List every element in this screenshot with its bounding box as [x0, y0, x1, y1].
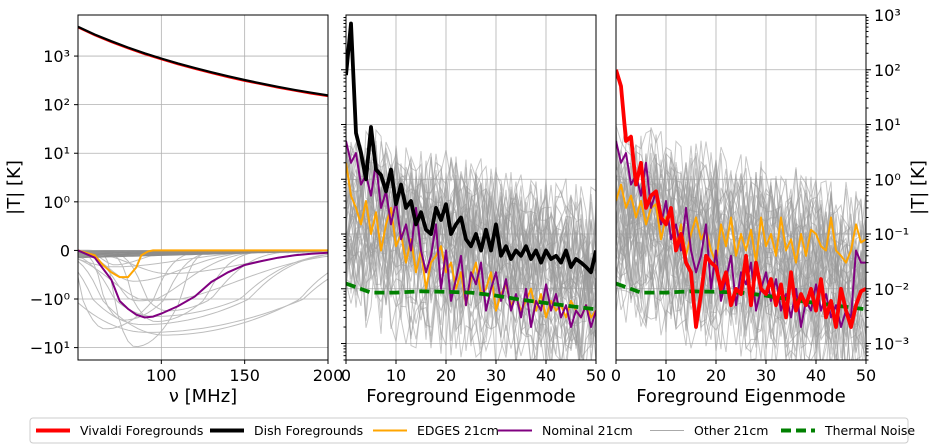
x-tick-label: 20	[436, 366, 456, 385]
legend-entry-label: Vivaldi Foregrounds	[80, 423, 203, 438]
panel-right: 0 10 20 30 40 50 Foreground Eigenmode 10³ 10² 10¹…	[611, 6, 929, 407]
y-tick-label: 10¹	[874, 116, 901, 135]
series-line-nominal-21cm	[346, 140, 596, 328]
y-tick-label: 10⁻¹	[874, 225, 909, 244]
x-axis-label: Foreground Eigenmode	[636, 386, 846, 407]
x-tick-label: 40	[536, 366, 556, 385]
x-tick-label: 0	[611, 366, 621, 385]
plot-area	[78, 15, 328, 360]
series-line-nominal-21cm	[78, 249, 328, 319]
x-tick-label: 10	[656, 366, 676, 385]
y-tick-label: 10⁰	[874, 170, 901, 189]
other-21cm-line	[346, 244, 596, 360]
other-21cm-line	[346, 200, 596, 346]
y-tick-label: −10¹	[30, 339, 70, 358]
x-axis-label: Foreground Eigenmode	[366, 386, 576, 407]
series-line-edges-21cm	[346, 162, 596, 319]
series-group	[346, 21, 596, 360]
series-line-edges-21cm	[616, 183, 866, 264]
series-line-edges-21cm	[78, 249, 328, 279]
y-tick-label: 0	[60, 241, 70, 260]
axes-frame	[77, 14, 329, 361]
y-tick-label: 10²	[874, 61, 901, 80]
y-tick-label: 10³	[43, 47, 70, 66]
legend-entry-label: Thermal Noise	[824, 423, 915, 438]
x-tick-label: 150	[229, 366, 260, 385]
series-group	[78, 25, 328, 348]
x-tick-label: 50	[586, 366, 606, 385]
y-tick-label: 10⁻³	[874, 335, 909, 354]
y-axis-label: |T| [K]	[908, 160, 929, 215]
y-tick-label: 10⁰	[43, 193, 70, 212]
x-tick-label: 50	[856, 366, 876, 385]
series-line-dish-foregrounds	[346, 21, 596, 275]
panel-left: 100 150 200 10³ 10² 10¹ 10⁰ 0 −10⁰ −10¹ ν [MHz] |T|…	[4, 14, 344, 407]
x-tick-label: 10	[386, 366, 406, 385]
y-tick-label: 10²	[43, 96, 70, 115]
x-tick-label: 40	[806, 366, 826, 385]
y-tick-label: 10³	[874, 6, 901, 25]
x-tick-label: 100	[146, 366, 177, 385]
y-tick-label: 10¹	[43, 144, 70, 163]
y-tick-label: 10⁻²	[874, 280, 909, 299]
legend-entry-label: Nominal 21cm	[542, 423, 633, 438]
x-tick-label: 30	[486, 366, 506, 385]
x-tick-label: 200	[313, 366, 344, 385]
y-tick-label: −10⁰	[30, 290, 70, 309]
x-axis-label: ν [MHz]	[169, 386, 237, 407]
other-21cm-line	[346, 236, 596, 360]
x-tick-label: 30	[756, 366, 776, 385]
legend-entry-label: Other 21cm	[694, 423, 768, 438]
x-tick-label: 0	[341, 366, 351, 385]
legend-entry-label: Dish Foregrounds	[254, 423, 363, 438]
other-21cm-line	[616, 240, 866, 360]
x-tick-label: 20	[706, 366, 726, 385]
legend-box	[29, 417, 909, 444]
other-21cm-line	[78, 278, 328, 333]
legend-entry-label: EDGES 21cm	[417, 423, 499, 438]
series-line-dish-foregrounds	[78, 25, 328, 97]
other-21cm-line	[78, 250, 328, 259]
y-axis-label: |T| [K]	[4, 160, 25, 215]
legend: Vivaldi Foregrounds Dish Foregrounds EDGES…	[29, 417, 915, 444]
other-21cm-line	[78, 253, 328, 317]
series-line-thermal-noise	[346, 281, 596, 312]
other-21cm-line	[616, 171, 866, 324]
series-line-vivaldi-foregrounds	[616, 69, 866, 329]
other-21cm-line	[616, 165, 866, 309]
series-group	[616, 69, 866, 360]
panel-middle: 0 10 20 30 40 50 Foreground Eigenmode	[341, 14, 606, 407]
